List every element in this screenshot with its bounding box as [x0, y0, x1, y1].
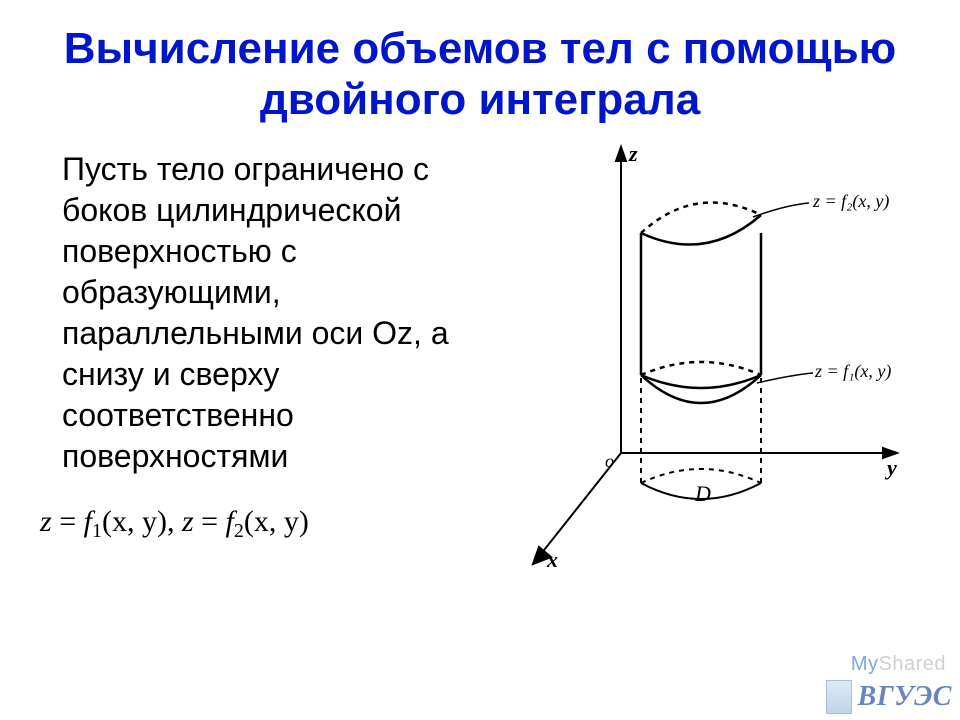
- formula-eq1: =: [52, 505, 84, 538]
- content-row: Пусть тело ограничено с боков цилиндриче…: [36, 143, 924, 573]
- bottom-surface-label: z = f₁(x, y): [814, 361, 891, 382]
- formula-sub2: 2: [234, 520, 244, 542]
- myshared-suffix: Shared: [879, 653, 947, 675]
- axis-z-label: z: [628, 143, 638, 166]
- myshared-prefix: My: [851, 653, 879, 675]
- formula-z1: z: [40, 505, 52, 538]
- top-surface-label: z = f₂(x, y): [812, 191, 889, 212]
- region-D-label: D: [694, 481, 711, 506]
- origin-label: o: [605, 451, 614, 471]
- slide: Вычисление объемов тел с помощью двойног…: [0, 0, 960, 720]
- brand-text: ВГУЭС: [858, 681, 952, 713]
- formula-sub1: 1: [92, 520, 102, 542]
- formula-z2: z: [182, 505, 194, 538]
- formula-eq2: =: [194, 505, 226, 538]
- myshared-watermark: MyShared: [851, 653, 946, 676]
- body-paragraph: Пусть тело ограничено с боков цилиндриче…: [36, 149, 466, 477]
- formula-args1: (x, y): [102, 505, 167, 538]
- formula-f2: f: [226, 505, 234, 538]
- formula: z = f1(x, y), z = f2(x, y): [36, 505, 466, 543]
- slide-title: Вычисление объемов тел с помощью двойног…: [36, 24, 924, 125]
- cylinder-diagram: z y x o z = f₂(x, y) z = f₁(x, y) D: [491, 143, 911, 573]
- left-column: Пусть тело ограничено с боков цилиндриче…: [36, 143, 466, 543]
- formula-f1: f: [84, 505, 92, 538]
- brand-logo-icon: [826, 680, 852, 714]
- formula-args2: (x, y): [244, 505, 309, 538]
- brand-watermark: ВГУЭС: [826, 680, 952, 714]
- formula-comma: ,: [167, 505, 182, 538]
- axis-x-label: x: [546, 547, 558, 572]
- axis-y-label: y: [884, 455, 897, 480]
- right-column: z y x o z = f₂(x, y) z = f₁(x, y) D: [478, 143, 924, 573]
